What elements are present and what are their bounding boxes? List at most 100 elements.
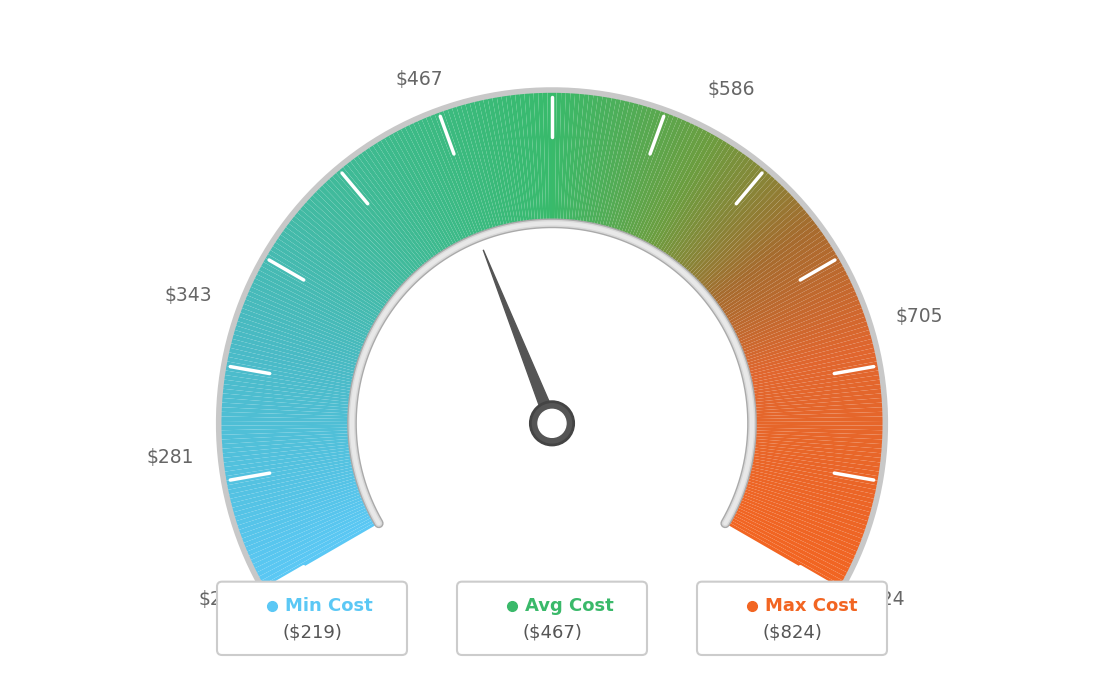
Wedge shape [227, 469, 358, 504]
Wedge shape [641, 125, 704, 246]
Wedge shape [675, 159, 760, 266]
Wedge shape [246, 286, 370, 343]
Wedge shape [618, 108, 666, 235]
Wedge shape [548, 90, 552, 224]
Wedge shape [744, 475, 874, 513]
Wedge shape [295, 207, 400, 296]
Wedge shape [278, 229, 390, 309]
Wedge shape [219, 433, 352, 444]
Wedge shape [599, 99, 635, 230]
Wedge shape [746, 466, 878, 500]
Wedge shape [741, 485, 869, 531]
Wedge shape [742, 320, 870, 364]
Wedge shape [669, 154, 752, 263]
Wedge shape [747, 352, 879, 383]
Wedge shape [736, 294, 861, 348]
Wedge shape [240, 303, 365, 353]
Wedge shape [491, 95, 519, 226]
Wedge shape [465, 101, 502, 230]
Wedge shape [243, 294, 368, 348]
Polygon shape [352, 224, 752, 523]
Text: ($824): ($824) [762, 623, 822, 641]
Wedge shape [220, 393, 353, 408]
Wedge shape [744, 329, 873, 370]
Wedge shape [392, 129, 458, 248]
Wedge shape [716, 233, 828, 311]
Wedge shape [667, 151, 747, 262]
Text: $281: $281 [146, 448, 193, 466]
Wedge shape [344, 159, 429, 266]
Wedge shape [722, 248, 838, 321]
Wedge shape [314, 187, 411, 284]
Wedge shape [733, 506, 856, 565]
Wedge shape [416, 117, 474, 241]
Wedge shape [752, 397, 884, 411]
Wedge shape [349, 157, 432, 265]
Wedge shape [751, 444, 883, 463]
Wedge shape [728, 265, 848, 331]
Wedge shape [222, 375, 354, 397]
Wedge shape [258, 261, 378, 328]
Wedge shape [482, 97, 513, 228]
Wedge shape [219, 402, 352, 413]
Wedge shape [707, 211, 811, 298]
Wedge shape [644, 127, 709, 247]
Wedge shape [230, 475, 360, 513]
Wedge shape [243, 498, 368, 553]
Wedge shape [747, 461, 880, 491]
Wedge shape [287, 218, 394, 302]
Wedge shape [331, 171, 422, 274]
Wedge shape [248, 506, 371, 565]
Wedge shape [654, 136, 724, 253]
Wedge shape [412, 119, 470, 242]
Wedge shape [224, 458, 355, 486]
Wedge shape [368, 143, 444, 257]
Wedge shape [718, 237, 831, 314]
Wedge shape [604, 101, 644, 231]
Wedge shape [230, 334, 360, 372]
Wedge shape [224, 461, 357, 491]
Wedge shape [219, 428, 352, 435]
Wedge shape [694, 190, 794, 286]
Wedge shape [704, 207, 809, 296]
Wedge shape [752, 428, 885, 435]
Wedge shape [434, 110, 484, 237]
Wedge shape [751, 380, 883, 400]
Text: ($467): ($467) [522, 623, 582, 641]
Wedge shape [327, 174, 420, 275]
Wedge shape [660, 143, 736, 257]
Wedge shape [301, 200, 403, 292]
Wedge shape [219, 412, 352, 419]
Wedge shape [533, 90, 543, 224]
Wedge shape [558, 90, 566, 224]
Wedge shape [235, 316, 363, 362]
Wedge shape [338, 165, 426, 270]
Wedge shape [323, 177, 417, 277]
Text: $343: $343 [164, 286, 212, 305]
Wedge shape [646, 129, 712, 248]
Text: $824: $824 [858, 591, 905, 609]
Text: $467: $467 [395, 70, 443, 88]
Wedge shape [728, 516, 848, 582]
Wedge shape [735, 290, 859, 346]
Wedge shape [253, 273, 373, 335]
Text: $705: $705 [895, 307, 944, 326]
Polygon shape [484, 250, 560, 442]
Wedge shape [474, 98, 508, 229]
Wedge shape [341, 162, 427, 268]
Wedge shape [360, 148, 439, 260]
Circle shape [530, 402, 574, 445]
Wedge shape [293, 211, 397, 298]
Wedge shape [596, 98, 630, 229]
Wedge shape [569, 91, 584, 224]
Wedge shape [574, 92, 594, 225]
Wedge shape [726, 261, 846, 328]
Wedge shape [743, 480, 872, 522]
Wedge shape [375, 138, 448, 254]
Wedge shape [363, 146, 442, 258]
Wedge shape [235, 485, 363, 531]
Wedge shape [749, 458, 880, 486]
Wedge shape [630, 117, 688, 241]
Wedge shape [638, 123, 700, 244]
Wedge shape [429, 112, 481, 237]
